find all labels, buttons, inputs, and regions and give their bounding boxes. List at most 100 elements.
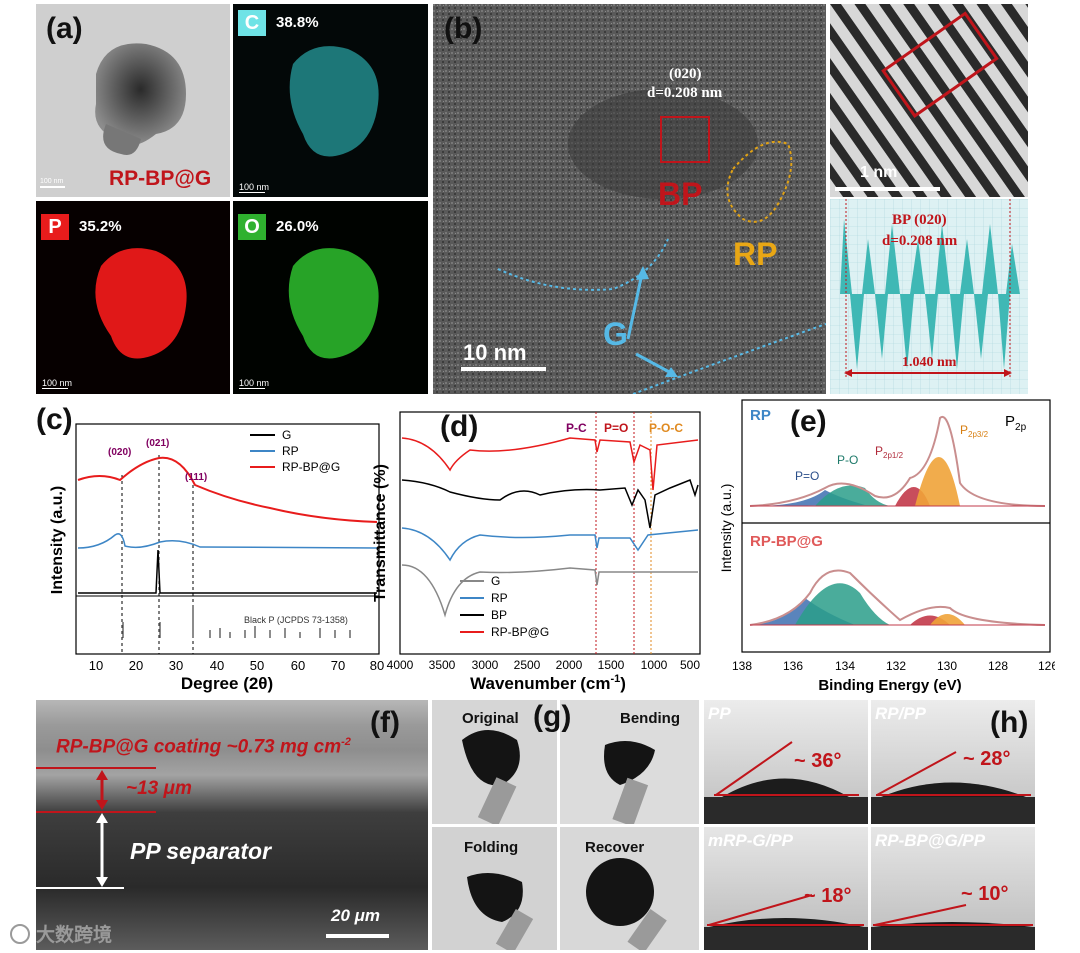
ftir-band-pc: P-C <box>566 421 587 435</box>
lattice-dspacing: d=0.208 nm <box>647 85 723 101</box>
ftir-y-label: Transmittance (%) <box>372 464 389 602</box>
oxygen-percent: 26.0% <box>276 218 319 235</box>
xps-po2-label: P-O <box>837 453 858 467</box>
svg-text:136: 136 <box>783 659 803 673</box>
svg-text:30: 30 <box>169 658 183 673</box>
phosphorus-badge: P <box>41 214 69 240</box>
phosphorus-percent: 35.2% <box>79 218 122 235</box>
droplet-rp-pp <box>871 751 1035 824</box>
hrtem-scale-label: 10 nm <box>463 340 527 365</box>
svg-text:1500: 1500 <box>598 658 625 672</box>
contact-rp-pp: RP/PP ~ 28° <box>871 700 1035 824</box>
xps-x-ticks: 138 136 134 132 130 128 126 <box>732 659 1055 673</box>
sample-recover <box>586 858 667 950</box>
oxygen-scale-label: 100 nm <box>239 378 270 388</box>
svg-text:10: 10 <box>89 658 103 673</box>
ftir-band-po: P=O <box>604 421 628 435</box>
fft-scale-label: 1 nm <box>860 164 898 181</box>
xrd-peak-020: (020) <box>108 447 131 458</box>
tem-scale-bar <box>40 186 65 188</box>
eds-map-oxygen: O 26.0% 100 nm <box>233 201 428 394</box>
xps-axes-frame <box>741 399 1051 653</box>
tem-sample-label: RP-BP@G <box>109 167 212 190</box>
svg-text:128: 128 <box>988 659 1008 673</box>
carbon-scale-bar <box>239 192 265 193</box>
svg-text:3500: 3500 <box>429 658 456 672</box>
carbon-signal <box>289 46 379 157</box>
original-label: Original <box>462 710 519 727</box>
carbon-percent: 38.8% <box>276 14 319 31</box>
sem-scale-label: 20 μm <box>331 906 380 925</box>
droplet-rp-bp-g-pp <box>871 904 1035 950</box>
svg-text:60: 60 <box>291 658 305 673</box>
mrp-g-pp-label: mRP-G/PP <box>708 831 794 850</box>
watermark: 大数跨境 <box>10 920 112 947</box>
tem-particle <box>95 43 186 155</box>
sample-bending <box>604 741 655 824</box>
lattice-plane: (020) <box>669 66 702 82</box>
carbon-scale-label: 100 nm <box>239 182 270 192</box>
ftir-curve-g <box>401 564 698 618</box>
rp-pp-angle: ~ 28° <box>963 748 1011 770</box>
fringe-pattern <box>830 4 1028 197</box>
svg-text:1000: 1000 <box>641 658 668 672</box>
svg-text:20: 20 <box>129 658 143 673</box>
oxygen-badge: O <box>238 214 266 240</box>
svg-text:40: 40 <box>210 658 224 673</box>
xps-x-label: Binding Energy (eV) <box>818 677 961 694</box>
panel-g-label: (g) <box>533 700 572 733</box>
profile-plot <box>830 199 1028 394</box>
hrtem-image: (020) d=0.208 nm BP RP G 10 nm <box>433 4 826 394</box>
bp-label: BP <box>658 176 703 212</box>
xrd-x-ticks: 10 20 30 40 50 60 70 80 <box>89 658 384 673</box>
panel-c-label: (c) <box>36 403 73 436</box>
panel-b-label: (b) <box>444 12 483 45</box>
xrd-ref-label: Black P (JCPDS 73-1358) <box>244 615 348 625</box>
xps-top-p32-peak <box>915 457 960 506</box>
rp-pp-label: RP/PP <box>875 704 927 723</box>
svg-text:4000: 4000 <box>387 658 414 672</box>
panel-f-label: (f) <box>370 706 400 739</box>
rp-label: RP <box>733 236 778 272</box>
xps-y-label: Intensity (a.u.) <box>718 484 734 573</box>
svg-text:70: 70 <box>331 658 345 673</box>
svg-text:50: 50 <box>250 658 264 673</box>
ftir-legend-rp: RP <box>491 591 508 605</box>
oxygen-signal <box>288 248 379 359</box>
ftir-x-label: Wavenumber (cm-1) <box>470 673 626 693</box>
xps-top-label: RP <box>750 407 771 424</box>
oxygen-scale-bar <box>239 388 265 389</box>
xps-p32-label: P2p3/2 <box>960 423 989 439</box>
droplet-mrp-g-pp <box>704 894 868 950</box>
xrd-legend-rp: RP <box>282 444 299 458</box>
ftir-x-ticks: 4000 3500 3000 2500 2000 1500 1000 500 <box>387 658 701 672</box>
xps-bottom-p32-peak <box>930 614 965 625</box>
sem-overlay <box>36 767 389 938</box>
rp-bp-g-pp-label: RP-BP@G/PP <box>875 831 986 850</box>
xrd-chart: Black P (JCPDS 73-1358) (020) (021) (111… <box>49 423 384 693</box>
xps-p2p-label: P2p <box>1005 413 1027 433</box>
profile-dspacing: d=0.208 nm <box>882 233 958 249</box>
rp-bp-g-pp-angle: ~ 10° <box>961 883 1009 905</box>
watermark-logo-icon <box>10 923 30 944</box>
svg-text:134: 134 <box>835 659 855 673</box>
ftir-chart: P-C P=O P-O-C G RP BP RP-BP@G 4000 3500 3… <box>372 411 701 693</box>
photo-recover: Recover <box>560 827 699 950</box>
svg-text:3000: 3000 <box>472 658 499 672</box>
sample-folding <box>467 873 534 950</box>
svg-text:2000: 2000 <box>556 658 583 672</box>
svg-text:2500: 2500 <box>514 658 541 672</box>
graphene-label: G <box>603 316 628 352</box>
xrd-y-label: Intensity (a.u.) <box>49 486 66 594</box>
mrp-g-pp-angle: ~ 18° <box>804 885 852 907</box>
xrd-legend-g: G <box>282 428 291 442</box>
contact-pp: PP ~ 36° <box>704 700 868 824</box>
svg-text:130: 130 <box>937 659 957 673</box>
xps-bottom-envelope <box>749 569 1046 626</box>
phosphorus-signal <box>95 248 187 359</box>
xps-chart: RP RP-BP@G P2p P=O P-O P2p1/2 P2p3/2 138… <box>718 399 1055 694</box>
xps-bottom-label: RP-BP@G <box>750 533 823 550</box>
xrd-x-label: Degree (2θ) <box>181 674 273 693</box>
contact-rp-bp-g-pp: RP-BP@G/PP ~ 10° <box>871 827 1035 950</box>
profile-title: BP (020) <box>892 212 947 228</box>
